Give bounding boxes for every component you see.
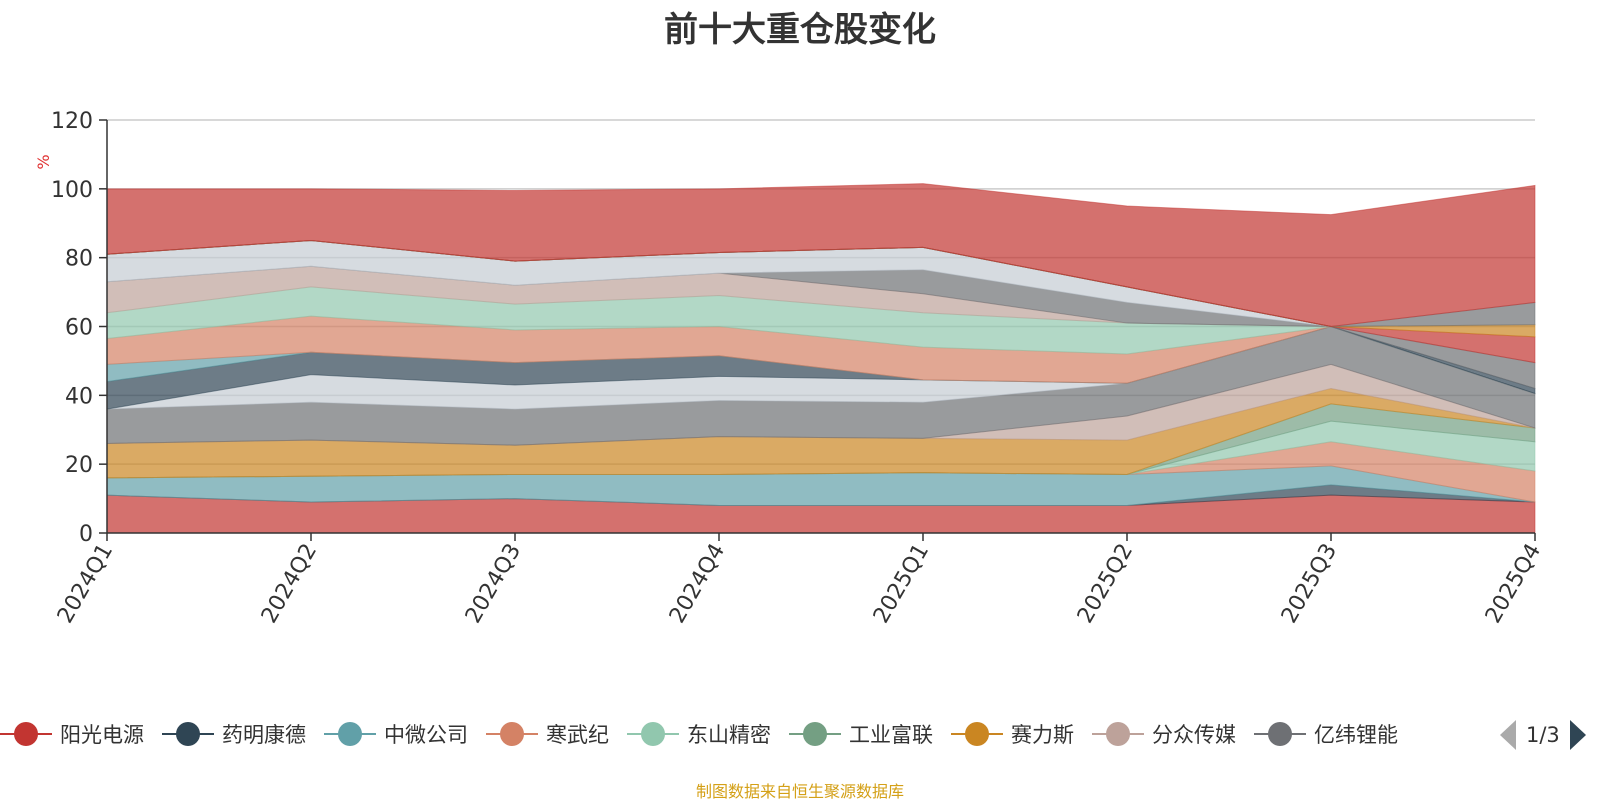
y-tick-label: 100 <box>51 178 93 203</box>
x-tick-label: 2024Q4 <box>665 540 730 628</box>
x-tick-label: 2025Q1 <box>869 540 934 628</box>
legend-item[interactable]: 东山精密 <box>627 712 771 756</box>
y-tick-label: 80 <box>65 247 93 272</box>
legend-pager: 1/3 <box>1500 720 1600 750</box>
legend-label: 分众传媒 <box>1152 723 1236 747</box>
legend-label: 寒武纪 <box>546 723 609 747</box>
area-series-other-23 <box>106 183 1536 328</box>
data-source-note: 制图数据来自恒生聚源数据库 <box>695 782 904 801</box>
legend-label: 阳光电源 <box>60 723 144 747</box>
legend-marker-icon <box>162 722 214 746</box>
y-axis-label: % <box>34 154 53 169</box>
x-tick-label: 2024Q2 <box>257 540 322 628</box>
y-tick-label: 20 <box>65 453 93 478</box>
legend-marker-icon <box>1254 722 1306 746</box>
legend-item[interactable]: 赛力斯 <box>951 712 1074 756</box>
x-tick-label: 2024Q1 <box>53 540 118 628</box>
legend-marker-icon <box>627 722 679 746</box>
x-tick-label: 2025Q3 <box>1277 540 1342 628</box>
legend-item[interactable]: 分众传媒 <box>1092 712 1236 756</box>
chart-title: 前十大重仓股变化 <box>664 10 936 50</box>
legend-item[interactable]: 亿纬锂能 <box>1254 712 1398 756</box>
legend-label: 亿纬锂能 <box>1314 723 1398 747</box>
x-tick-label: 2025Q2 <box>1073 540 1138 628</box>
legend-marker-icon <box>486 722 538 746</box>
x-tick-label: 2024Q3 <box>461 540 526 628</box>
y-tick-label: 60 <box>65 316 93 341</box>
legend-item[interactable]: 工业富联 <box>789 712 933 756</box>
legend-label: 中微公司 <box>384 723 468 747</box>
x-tick-label: 2025Q4 <box>1481 540 1546 628</box>
legend-label: 工业富联 <box>849 723 933 747</box>
next-page-icon[interactable] <box>1569 720 1586 750</box>
legend-item[interactable]: 中微公司 <box>324 712 468 756</box>
legend-label: 药明康德 <box>222 723 306 747</box>
y-tick-label: 0 <box>79 522 93 547</box>
y-tick-label: 40 <box>65 384 93 409</box>
legend-item[interactable]: 阳光电源 <box>0 712 144 756</box>
y-tick-label: 120 <box>51 109 93 134</box>
prev-page-icon[interactable] <box>1500 720 1516 750</box>
legend: 阳光电源 药明康德 中微公司 寒武纪 东山精密 工业富联 赛力斯 分众传媒 亿纬锂能 <box>0 712 1480 756</box>
legend-page-indicator: 1/3 <box>1526 723 1560 747</box>
legend-marker-icon <box>324 722 376 746</box>
legend-marker-icon <box>951 722 1003 746</box>
stacked-area-chart: 0 20 40 60 80 100 120 2024Q1 2024Q2 2024Q3 2024Q4 2… <box>34 109 1546 628</box>
legend-marker-icon <box>789 722 841 746</box>
legend-label: 东山精密 <box>687 723 771 747</box>
legend-label: 赛力斯 <box>1011 723 1074 747</box>
legend-marker-icon <box>0 722 52 746</box>
legend-item[interactable]: 药明康德 <box>162 712 306 756</box>
legend-item[interactable]: 寒武纪 <box>486 712 609 756</box>
legend-marker-icon <box>1092 722 1144 746</box>
area-series <box>106 183 1536 534</box>
